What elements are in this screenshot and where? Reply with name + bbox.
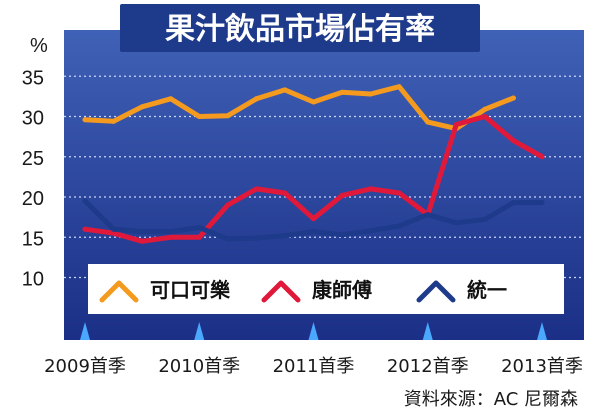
legend: 可口可樂 康師傅 統一 <box>88 264 564 314</box>
source-note: 資料來源：AC 尼爾森 <box>404 389 578 410</box>
data-point <box>396 223 402 229</box>
data-point <box>139 104 145 110</box>
y-tick-label: 10 <box>22 269 44 291</box>
data-point <box>510 138 516 144</box>
data-point <box>168 96 174 102</box>
x-tick-label: 2013首季 <box>501 356 583 377</box>
data-point <box>311 229 316 235</box>
data-point <box>82 226 88 232</box>
data-point <box>225 113 231 119</box>
series-3 <box>82 198 545 242</box>
series-1 <box>82 84 516 132</box>
legend-item: 康師傅 <box>261 278 372 303</box>
data-point <box>339 89 345 95</box>
data-point <box>425 119 431 125</box>
data-point <box>396 190 402 196</box>
data-point <box>82 117 88 123</box>
data-point <box>225 236 231 242</box>
x-tick-label: 2009首季 <box>44 356 126 377</box>
y-tick-label: 25 <box>22 148 44 170</box>
data-point <box>225 202 231 208</box>
data-point <box>196 234 202 240</box>
data-point <box>482 106 488 112</box>
data-point <box>482 114 488 119</box>
x-tick-marker <box>422 322 433 340</box>
legend-item: 統一 <box>416 278 507 303</box>
data-point <box>510 200 516 206</box>
data-point <box>453 220 459 226</box>
data-point <box>253 96 259 102</box>
data-point <box>196 114 202 119</box>
data-point <box>82 198 88 204</box>
series-line <box>82 84 516 132</box>
series-2 <box>82 114 545 244</box>
data-point <box>196 225 202 231</box>
data-point <box>111 118 117 124</box>
data-point <box>282 87 288 93</box>
x-tick-label: 2011首季 <box>273 356 355 377</box>
data-point <box>139 238 145 244</box>
x-tick-marker <box>194 322 205 340</box>
data-point <box>425 212 431 218</box>
data-point <box>453 122 459 128</box>
data-point <box>482 217 488 223</box>
data-point <box>368 91 374 97</box>
x-tick-labels: 2009首季 2010首季 2011首季 2012首季 2013首季 <box>44 356 583 377</box>
data-point <box>111 226 117 232</box>
data-point <box>339 192 345 198</box>
legend-label: 可口可樂 <box>150 278 231 302</box>
y-tick-label: 35 <box>22 67 44 89</box>
data-point <box>253 186 259 192</box>
x-tick-marker <box>80 322 90 340</box>
x-tick-marker <box>537 322 547 340</box>
x-tick-marker <box>308 322 319 340</box>
y-tick-label: 20 <box>22 188 44 210</box>
y-unit-label: % <box>30 35 48 57</box>
data-point <box>139 229 145 235</box>
legend-item: 可口可樂 <box>99 278 231 303</box>
title-banner <box>120 4 480 52</box>
y-tick-label: 15 <box>22 228 44 250</box>
data-point <box>253 235 259 241</box>
x-tick-label: 2012首季 <box>387 356 469 377</box>
data-point <box>168 234 174 240</box>
data-point <box>368 186 374 192</box>
data-point <box>311 99 316 105</box>
data-point <box>339 232 345 238</box>
data-point <box>396 84 402 90</box>
legend-swatch <box>416 280 456 303</box>
legend-label: 統一 <box>467 278 507 302</box>
series-lines <box>82 84 545 244</box>
chart-title: 果汁飲品市場佔有率 <box>165 12 435 47</box>
legend-swatch <box>99 280 139 303</box>
legend-box <box>88 264 564 314</box>
data-point <box>311 216 316 222</box>
data-point <box>510 95 516 101</box>
y-tick-label: 30 <box>22 108 44 130</box>
data-point <box>282 233 288 239</box>
data-point <box>282 190 288 196</box>
y-tick-labels: 10 15 20 25 30 35 <box>22 67 44 290</box>
legend-swatch <box>261 280 301 303</box>
data-point <box>111 230 117 236</box>
data-point <box>368 228 374 234</box>
data-point <box>539 200 545 206</box>
data-point <box>539 154 545 160</box>
legend-label: 康師傅 <box>312 278 372 302</box>
data-point <box>168 229 174 235</box>
x-tick-label: 2010首季 <box>158 356 240 377</box>
x-tick-markers <box>80 322 547 340</box>
